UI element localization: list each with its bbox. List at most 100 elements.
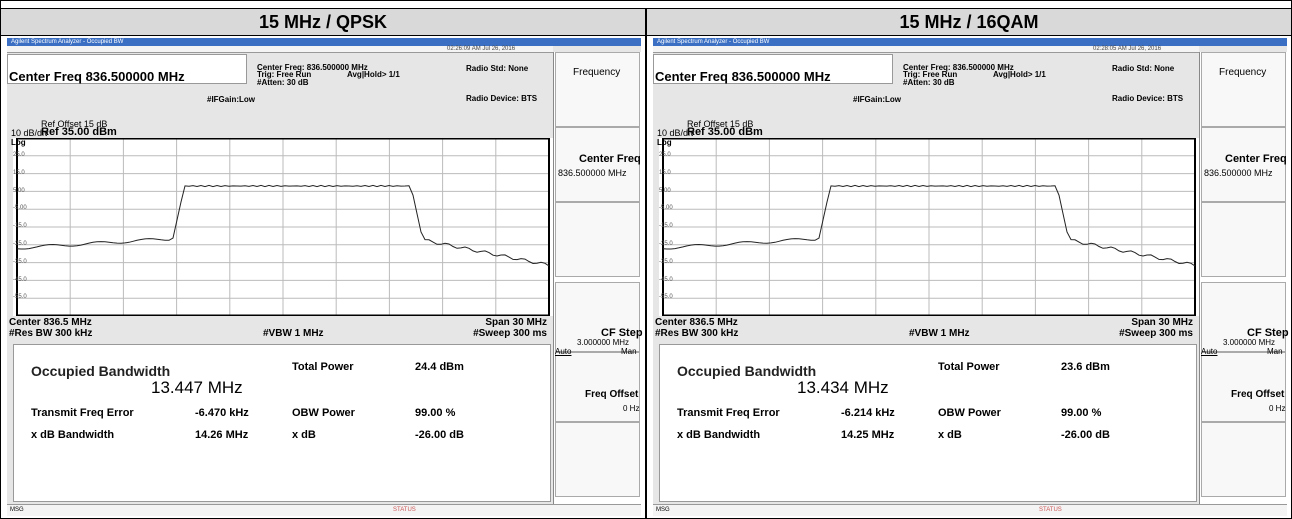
softkey-label: CF Step [601, 327, 643, 339]
setting: Trig: Free Run [903, 70, 958, 79]
analyzer-screen: Agilent Spectrum Analyzer - Occupied BW 0… [7, 38, 643, 516]
spectrum-graph [659, 138, 1199, 316]
result-value: 99.00 % [415, 407, 456, 419]
status-bar-top [7, 46, 553, 53]
y-axis-label: 15.0 [13, 169, 25, 176]
y-axis-label: 5.00 [13, 187, 25, 194]
result-label: OBW Power [938, 407, 1001, 419]
setting: Trig: Free Run [257, 70, 312, 79]
y-axis-label: -5.00 [13, 205, 27, 212]
softkey-value: 836.500000 MHz [558, 168, 627, 178]
softkey [555, 422, 640, 497]
grid-line [16, 138, 550, 316]
softkey-value: 0 Hz [623, 404, 640, 413]
softkey-label: Freq Offset [585, 389, 639, 400]
grid-line [662, 138, 1196, 316]
panel: Agilent Spectrum Analyzer - Occupied BW 0… [646, 36, 1292, 519]
y-axis-label: -5.00 [659, 205, 673, 212]
result-value: 14.25 MHz [841, 429, 895, 441]
y-axis-label: -15.0 [13, 223, 27, 230]
setting: #IFGain:Low [207, 95, 255, 104]
result-label: x dB [938, 429, 962, 441]
softkey [1201, 52, 1286, 127]
y-axis-label: -35.0 [659, 258, 673, 265]
result-label: Transmit Freq Error [677, 407, 780, 419]
softkey [555, 352, 640, 422]
softkey [555, 282, 640, 352]
result-value: 99.00 % [1061, 407, 1102, 419]
panel-title: 15 MHz / QPSK [0, 8, 646, 36]
result-label: Transmit Freq Error [31, 407, 134, 419]
softkey-label: Frequency [1219, 67, 1267, 78]
log-label: Log [11, 138, 26, 147]
softkey [555, 52, 640, 127]
result-label: Occupied Bandwidth [31, 363, 171, 379]
setting: #Atten: 30 dB [903, 78, 955, 87]
y-axis-label: 25.0 [659, 152, 671, 158]
softkey-label: Center Freq [1225, 153, 1287, 165]
y-axis-label: 5.00 [659, 187, 671, 194]
y-axis-label: -55.0 [13, 294, 27, 301]
panel: Agilent Spectrum Analyzer - Occupied BW 0… [0, 36, 646, 519]
result-value: 13.447 MHz [151, 378, 243, 397]
softkey [1201, 127, 1286, 202]
app-title: Agilent Spectrum Analyzer - Occupied BW [11, 39, 124, 45]
res-bw: #Res BW 300 kHz [9, 328, 93, 339]
softkey-label: Freq Offset [1231, 389, 1285, 400]
softkey-option: Man [621, 347, 637, 356]
setting: Radio Std: None [1112, 64, 1175, 73]
softkey-value: 0 Hz [1269, 404, 1286, 413]
ref-level: Ref 35.00 dBm [41, 126, 117, 138]
status-msg: MSG [10, 507, 24, 513]
scale: 10 dB/div [657, 128, 695, 138]
y-axis-label: -55.0 [659, 294, 673, 301]
results-panel [659, 344, 1197, 502]
center-label: Center 836.5 MHz [655, 317, 738, 328]
scale: 10 dB/div [11, 128, 49, 138]
status-bar [7, 504, 641, 516]
trace [16, 184, 550, 267]
softkey [1201, 422, 1286, 497]
analyzer-screen: Agilent Spectrum Analyzer - Occupied BW 0… [653, 38, 1289, 516]
span: Span 30 MHz [1131, 317, 1193, 328]
setting: Center Freq: 836.500000 MHz [257, 63, 368, 72]
top-strip [0, 0, 1292, 8]
app-title: Agilent Spectrum Analyzer - Occupied BW [657, 39, 770, 45]
softkey-value: 3.000000 MHz [1223, 338, 1276, 347]
title-bar [7, 38, 641, 46]
result-label: x dB Bandwidth [677, 429, 761, 441]
ref-offset: Ref Offset 15 dB [687, 119, 754, 129]
status-bar [653, 504, 1287, 516]
setting: #IFGain:Low [853, 95, 901, 104]
sweep: #Sweep 300 ms [1119, 328, 1193, 339]
ref-offset: Ref Offset 15 dB [41, 119, 108, 129]
y-axis-label: -25.0 [659, 241, 673, 247]
result-value: 24.4 dBm [415, 361, 464, 373]
softkey-option: Auto [555, 347, 572, 356]
y-axis-label: -25.0 [13, 241, 27, 247]
softkey-option: Auto [1201, 347, 1218, 356]
setting: Avg|Hold> 1/1 [347, 70, 400, 79]
center-label: Center 836.5 MHz [9, 317, 92, 328]
softkey-label: CF Step [1247, 327, 1289, 339]
result-value: -6.470 kHz [195, 407, 249, 419]
result-value: 23.6 dBm [1061, 361, 1110, 373]
res-bw: #Res BW 300 kHz [655, 328, 739, 339]
vbw: #VBW 1 MHz [263, 328, 324, 339]
result-value: 14.26 MHz [195, 429, 249, 441]
status-msg: MSG [656, 507, 670, 513]
softkey-label: Frequency [573, 67, 621, 78]
result-label: OBW Power [292, 407, 355, 419]
status-bar-top [653, 46, 1199, 53]
softkey-value: 836.500000 MHz [1204, 168, 1273, 178]
softkey-value: 3.000000 MHz [577, 338, 630, 347]
center-freq-box [653, 54, 893, 84]
result-label: Total Power [292, 361, 354, 373]
softkey [1201, 202, 1286, 277]
softkey-option: Man [1267, 347, 1283, 356]
log-label: Log [657, 138, 672, 147]
spectrum-graph [13, 138, 553, 316]
center-freq: Center Freq 836.500000 MHz [9, 69, 185, 84]
setting: Radio Std: None [466, 64, 529, 73]
